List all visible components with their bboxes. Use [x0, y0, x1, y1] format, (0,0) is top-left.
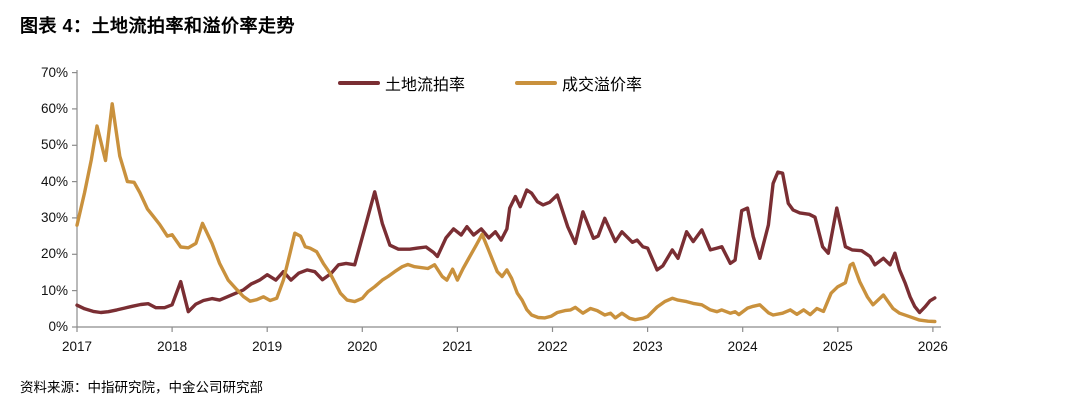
series-line-0: [75, 170, 937, 315]
y-axis-tick-label: 30%: [40, 209, 68, 225]
y-axis-tick-label: 20%: [40, 246, 68, 262]
x-axis-tick-label: 2022: [537, 339, 568, 354]
chart-title: 图表 4：土地流拍率和溢价率走势: [20, 16, 296, 36]
x-axis-tick-label: 2024: [727, 339, 758, 354]
x-axis-tick-label: 2025: [822, 339, 853, 354]
x-axis-tick-label: 2021: [442, 339, 473, 354]
legend-label-premium-rate: 成交溢价率: [562, 77, 643, 94]
premium-rate-line-swatch: [515, 81, 558, 85]
legend-item-failure-rate: 土地流拍率: [338, 71, 465, 95]
x-axis-tick-label: 2020: [347, 339, 378, 354]
y-axis-tick-label: 70%: [40, 64, 68, 80]
y-axis-tick-label: 60%: [40, 100, 68, 116]
source-note: 资料来源：中指研究院，中金公司研究部: [20, 380, 263, 395]
x-axis-tick-label: 2026: [917, 339, 948, 354]
failure-rate-line-swatch: [338, 81, 380, 85]
y-axis-tick-label: 10%: [40, 282, 68, 298]
y-axis-tick-label: 50%: [40, 137, 68, 153]
x-axis-tick-label: 2023: [632, 339, 663, 354]
chart-legend: 土地流拍率 成交溢价率: [338, 71, 642, 95]
y-axis-tick-label: 40%: [40, 173, 68, 189]
y-axis-tick-label: 0%: [48, 319, 68, 334]
legend-item-premium-rate: 成交溢价率: [515, 71, 642, 95]
legend-label-failure-rate: 土地流拍率: [385, 77, 466, 94]
x-axis-tick-label: 2017: [61, 339, 93, 354]
series-line-1: [75, 102, 937, 324]
x-axis-tick-label: 2018: [157, 339, 188, 354]
x-axis-tick-label: 2019: [252, 339, 283, 354]
